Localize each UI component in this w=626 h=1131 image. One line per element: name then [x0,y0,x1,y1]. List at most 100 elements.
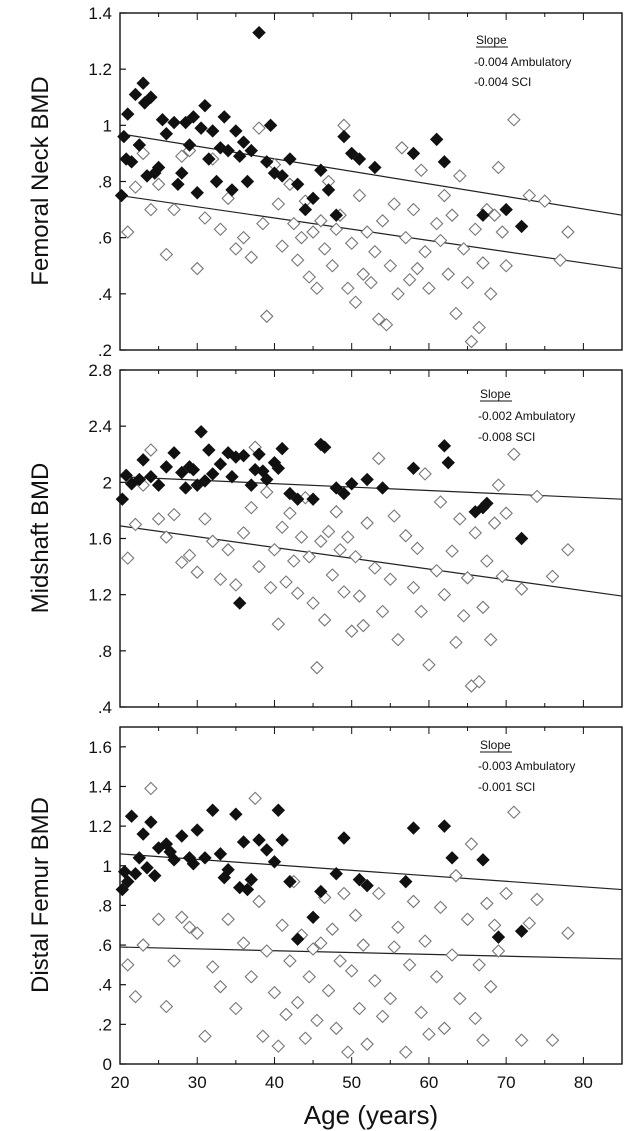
sci-point [495,569,510,584]
sci-point [337,585,351,599]
sci-point [472,958,486,972]
data-points [114,25,575,349]
y-axis-label: Femoral Neck BMD [27,76,54,285]
ambulatory-point [314,163,328,177]
sci-point [499,258,513,273]
sci-point [406,580,421,595]
sci-point [182,548,197,563]
ambulatory-point [244,872,258,887]
ambulatory-point [480,496,494,511]
x-tick-label: 20 [111,1073,130,1092]
sci-point [360,225,374,239]
sci-point [325,568,340,582]
sci-point [356,618,371,633]
sci-point [410,541,425,556]
sci-point [495,225,510,239]
ambulatory-point [144,90,158,104]
slope-sci: -0.008 SCI [478,430,535,444]
sci-point [344,624,359,638]
sci-point [167,202,181,217]
ambulatory-point [406,461,421,475]
sci-point [456,242,471,256]
ambulatory-point [368,160,382,175]
x-tick-label: 70 [497,1073,516,1092]
sci-point [422,1027,436,1042]
y-ticks: 0 .2 .4 .6 .8 1 1.2 1.4 1.6 [88,727,623,1074]
sci-point [175,910,189,925]
ambulatory-point [117,129,131,144]
sci-point [314,214,328,228]
sci-point [499,506,513,521]
sci-point [205,534,220,549]
ambulatory-point [263,118,278,133]
trend-lines [119,853,623,960]
ambulatory-point [240,882,255,897]
y-axis-label: Midshaft BMD [27,463,54,614]
ambulatory-point [151,478,166,492]
ambulatory-point [329,481,343,495]
ambulatory-point [159,127,174,141]
sci-point [333,954,347,968]
ambulatory-point [260,843,274,857]
sci-point [418,467,432,481]
sci-point [356,267,371,281]
sci-point [310,660,324,675]
ambulatory-point [240,174,255,189]
ambulatory-point [221,446,235,460]
y-tick-label: 2 [103,473,112,492]
sci-point [476,256,490,270]
sci-point [398,230,413,245]
ambulatory-point [244,143,258,158]
ambulatory-point [132,472,147,487]
sci-point [283,506,297,521]
y-tick-label: .2 [98,341,112,360]
sci-point [402,958,417,972]
sci-point [491,478,506,492]
sci-point [329,222,344,237]
y-tick-label: 1 [103,116,112,135]
ambulatory-point [275,833,289,847]
ambulatory-point [476,208,490,222]
sci-point [271,197,286,211]
ambulatory-point [186,462,201,477]
sci-point [279,1007,293,1022]
ambulatory-point [283,874,297,889]
ambulatory-point [267,166,282,180]
sci-point [414,604,428,619]
ambulatory-point [190,186,204,200]
ambulatory-point [306,910,320,925]
sci-point [476,1033,490,1047]
y-tick-label: .2 [98,1015,112,1034]
ambulatory-point [271,461,286,475]
slope-sci: -0.001 SCI [478,780,535,794]
sci-point [275,918,289,933]
ambulatory-point [202,443,216,457]
ambulatory-point [144,470,158,484]
y-axis-label: Distal Femur BMD [27,797,54,993]
trend-line [119,525,623,597]
sci-point [522,916,537,931]
x-tick-label: 50 [342,1073,361,1092]
ambulatory-point [148,868,162,883]
sci-point [507,112,521,127]
ambulatory-point [124,155,139,169]
ambulatory-point [178,115,193,130]
ambulatory-point [190,823,204,837]
ambulatory-point [124,809,139,823]
y-tick-label: .8 [98,642,112,661]
ambulatory-point [175,829,189,843]
sci-point [348,908,363,923]
sci-point [449,306,463,321]
slope-title: Slope [480,738,511,752]
ambulatory-point [399,874,413,889]
sci-point [514,582,529,596]
sci-point [499,886,513,901]
sci-point [445,544,459,558]
sci-point [167,507,181,522]
sci-point [248,791,262,806]
sci-point [337,886,351,901]
slope-annotation: Slope -0.002 Ambulatory -0.008 SCI [478,387,575,444]
sci-point [398,1045,413,1059]
ambulatory-point [217,110,231,124]
sci-point [205,960,220,974]
